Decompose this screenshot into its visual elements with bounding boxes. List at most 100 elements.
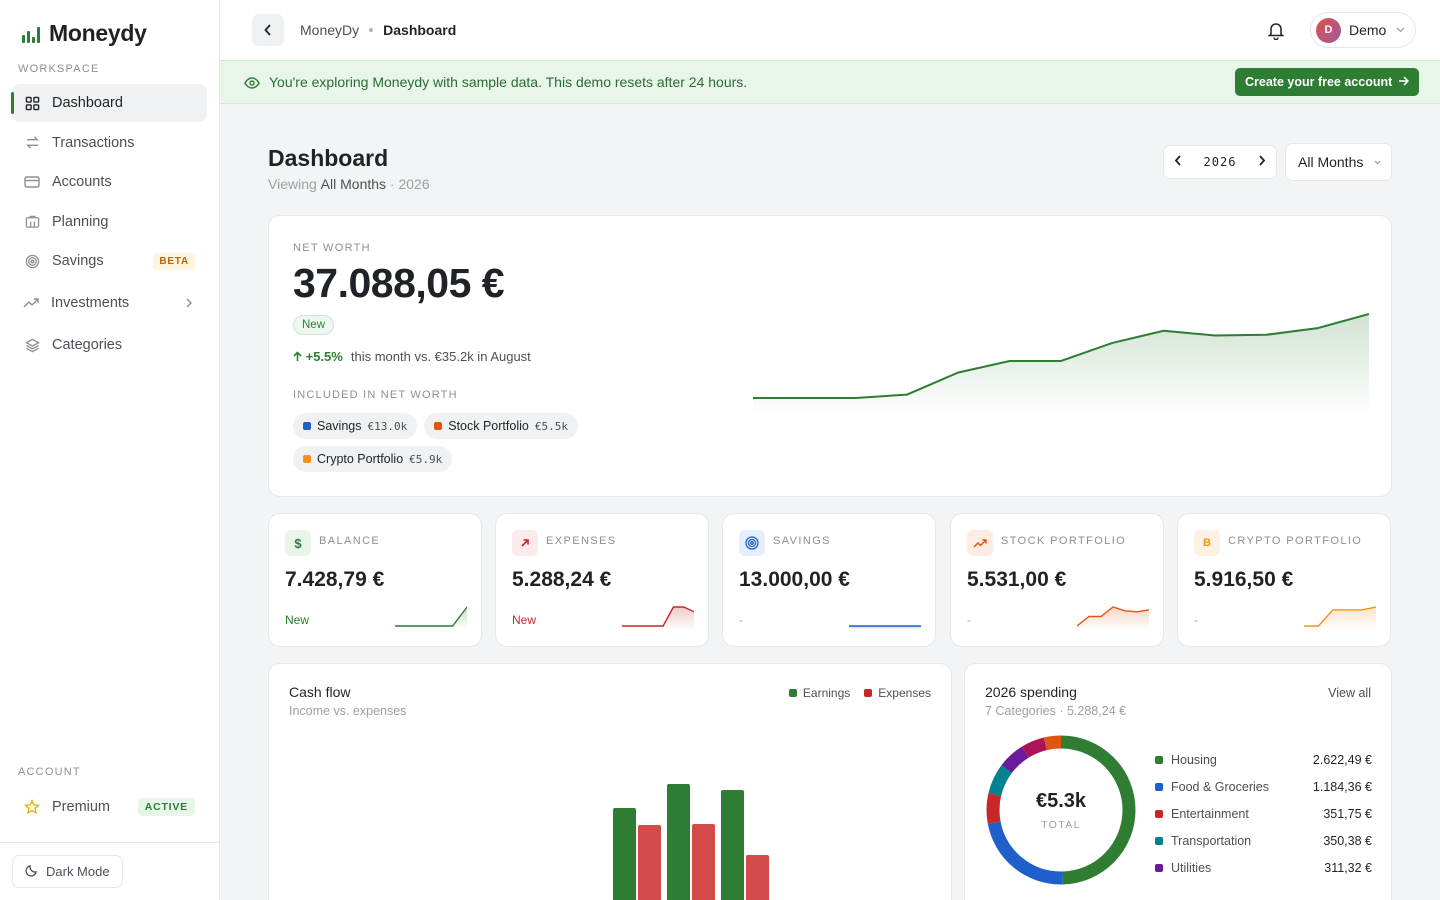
create-account-button[interactable]: Create your free account xyxy=(1235,68,1420,96)
page-subtitle: Viewing All Months · 2026 xyxy=(268,176,430,192)
included-label: INCLUDED IN NET WORTH xyxy=(293,389,458,401)
list-item[interactable]: Transportation 350,38 € xyxy=(1155,828,1372,855)
earnings-bar[interactable] xyxy=(721,790,744,900)
chip-crypto-portfolio[interactable]: Crypto Portfolio €5.9k xyxy=(293,446,453,472)
category-name: Transportation xyxy=(1171,834,1252,849)
category-name: Utilities xyxy=(1171,861,1212,876)
star-icon xyxy=(24,799,40,815)
expenses-bar[interactable] xyxy=(638,825,661,900)
beta-badge: BETA xyxy=(153,252,195,270)
view-all-link[interactable]: View all xyxy=(1328,686,1371,700)
expenses-bar[interactable] xyxy=(746,855,769,900)
arrow-up-right-icon xyxy=(512,530,538,556)
color-swatch xyxy=(1155,809,1163,818)
category-value: 311,32 € xyxy=(1324,861,1372,876)
viewing-period: All Months xyxy=(320,176,387,192)
spending-donut-chart xyxy=(986,735,1136,885)
logo-icon xyxy=(22,25,40,43)
crypto-portfolio-card[interactable]: B CRYPTO PORTFOLIO 5.916,50 € - xyxy=(1177,513,1391,647)
donut-segment[interactable] xyxy=(986,735,1136,885)
list-item[interactable]: Housing 2.622,49 € xyxy=(1155,746,1372,773)
dark-mode-label: Dark Mode xyxy=(46,864,110,879)
card-icon xyxy=(24,174,40,190)
premium-label: Premium xyxy=(52,799,111,815)
net-worth-trend-chart xyxy=(753,313,1369,416)
donut-segment[interactable] xyxy=(986,735,1136,885)
net-worth-chips: Savings €13.0k Stock Portfolio €5.5k Cry… xyxy=(293,413,613,472)
sidebar-item-dashboard[interactable]: Dashboard xyxy=(11,84,207,122)
stat-foot: New xyxy=(512,613,537,627)
category-name: Food & Groceries xyxy=(1171,779,1269,794)
banner-text: You're exploring Moneydy with sample dat… xyxy=(269,74,748,90)
viewing-label: Viewing xyxy=(268,176,317,192)
status-badge: New xyxy=(293,315,335,335)
chevron-right-icon[interactable] xyxy=(1258,153,1266,171)
stat-value: 5.531,00 € xyxy=(967,568,1067,591)
expenses-bar[interactable] xyxy=(692,824,715,900)
balance-card[interactable]: $ BALANCE 7.428,79 € New xyxy=(268,513,482,647)
legend-earnings[interactable]: Earnings xyxy=(788,686,851,700)
app-logo[interactable]: Moneydy xyxy=(22,20,147,47)
dollar-icon: $ xyxy=(285,530,311,556)
list-item[interactable]: Utilities 311,32 € xyxy=(1155,855,1372,882)
sidebar-item-label: Categories xyxy=(52,337,123,354)
spending-subtitle: 7 Categories · 5.288,24 € xyxy=(985,704,1127,718)
sidebar-item-transactions[interactable]: Transactions xyxy=(12,124,207,162)
target-icon xyxy=(739,530,765,556)
chip-savings[interactable]: Savings €13.0k xyxy=(293,413,418,439)
sidebar-item-investments[interactable]: Investments xyxy=(12,284,207,322)
stat-foot: - xyxy=(1194,613,1198,627)
chart-legend: Earnings Expenses xyxy=(788,686,931,700)
sidebar-item-accounts[interactable]: Accounts xyxy=(12,163,207,201)
bitcoin-icon: B xyxy=(1194,530,1220,556)
legend-label: Expenses xyxy=(878,686,931,700)
briefcase-icon xyxy=(24,214,40,230)
trend-icon xyxy=(23,295,39,311)
chip-label: Crypto Portfolio xyxy=(317,452,404,466)
eye-icon xyxy=(244,75,260,91)
chevron-left-icon[interactable] xyxy=(1174,153,1182,171)
earnings-bar[interactable] xyxy=(667,784,690,900)
net-worth-change: +5.5% this month vs. €35.2k in August xyxy=(293,349,531,364)
app-name: Moneydy xyxy=(49,20,147,46)
stock-portfolio-card[interactable]: STOCK PORTFOLIO 5.531,00 € - xyxy=(950,513,1164,647)
user-menu[interactable]: D Demo xyxy=(1310,12,1416,48)
sidebar-item-categories[interactable]: Categories xyxy=(12,326,207,364)
legend-label: Earnings xyxy=(802,686,851,700)
month-select[interactable]: All Months xyxy=(1285,143,1392,181)
list-item[interactable]: Entertainment 351,75 € xyxy=(1155,800,1372,827)
earnings-bar[interactable] xyxy=(613,808,636,900)
back-button[interactable] xyxy=(252,14,284,46)
sidebar-item-label: Investments xyxy=(51,295,130,312)
expenses-card[interactable]: EXPENSES 5.288,24 € New xyxy=(495,513,709,647)
color-swatch xyxy=(1155,755,1163,764)
legend-expenses[interactable]: Expenses xyxy=(864,686,931,700)
workspace-label: WORKSPACE xyxy=(18,63,100,75)
chevron-right-icon[interactable] xyxy=(185,296,193,311)
sidebar-item-premium[interactable]: Premium ACTIVE xyxy=(12,788,207,826)
breadcrumb-root[interactable]: MoneyDy xyxy=(300,22,360,38)
sidebar-item-planning[interactable]: Planning xyxy=(12,203,207,241)
year-selector: 2026 xyxy=(1163,145,1277,179)
spark-area xyxy=(395,607,467,630)
savings-card[interactable]: SAVINGS 13.000,00 € - xyxy=(722,513,936,647)
stat-value: 5.916,50 € xyxy=(1194,568,1294,591)
list-item[interactable]: Food & Groceries 1.184,36 € xyxy=(1155,773,1372,800)
avatar: D xyxy=(1316,17,1341,43)
bell-icon[interactable] xyxy=(1266,20,1286,41)
donut-segment[interactable] xyxy=(986,735,1136,885)
color-swatch xyxy=(434,422,443,430)
chevron-down-icon xyxy=(1396,25,1405,36)
donut-total: €5.3k xyxy=(1035,789,1087,812)
arrow-up-icon xyxy=(293,351,302,361)
chip-stock-portfolio[interactable]: Stock Portfolio €5.5k xyxy=(424,413,578,439)
sidebar-item-savings[interactable]: Savings BETA xyxy=(12,242,207,280)
stat-label: BALANCE xyxy=(319,535,381,547)
year-value: 2026 xyxy=(1203,155,1237,169)
change-percent: +5.5% xyxy=(293,349,343,364)
user-name: Demo xyxy=(1349,22,1387,38)
dark-mode-button[interactable]: Dark Mode xyxy=(12,855,123,888)
crypto-sparkline xyxy=(1304,606,1376,630)
spark-line xyxy=(622,606,694,627)
category-value: 351,75 € xyxy=(1323,806,1372,821)
